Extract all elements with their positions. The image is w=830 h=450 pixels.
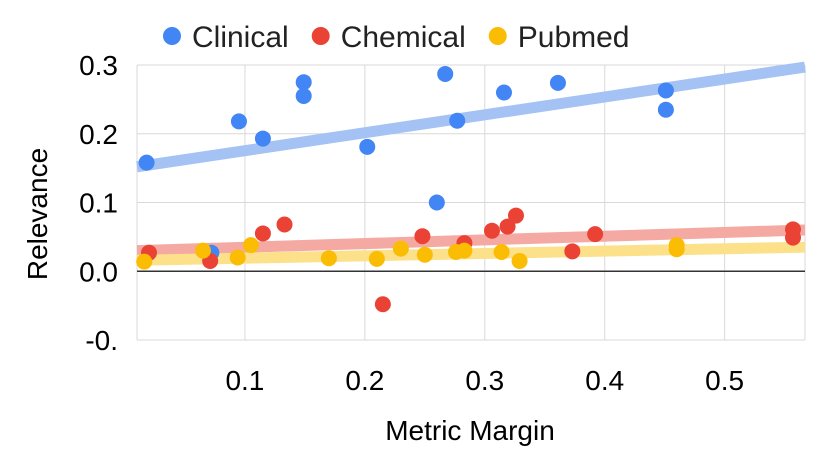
- grid: [136, 64, 806, 341]
- y-axis-title: Relevance: [22, 148, 53, 280]
- point-pubmed: [456, 242, 473, 259]
- point-clinical: [254, 130, 271, 147]
- point-pubmed: [229, 249, 246, 266]
- point-pubmed: [668, 241, 685, 258]
- point-pubmed: [242, 237, 259, 254]
- x-tick-label: 0.4: [585, 365, 624, 396]
- point-clinical: [657, 82, 674, 99]
- y-tick-label: 0.2: [79, 119, 118, 150]
- point-chemical: [785, 229, 802, 246]
- point-chemical: [414, 228, 431, 245]
- y-tick-label: 0.3: [79, 50, 118, 81]
- legend: Clinical Chemical Pubmed: [163, 21, 630, 54]
- point-clinical: [138, 154, 155, 171]
- legend-label-clinical: Clinical: [192, 21, 289, 54]
- point-clinical: [657, 101, 674, 118]
- point-chemical: [276, 216, 293, 233]
- point-pubmed: [320, 250, 337, 267]
- x-tick-label: 0.3: [465, 365, 504, 396]
- point-clinical: [495, 84, 512, 101]
- point-pubmed: [511, 252, 528, 269]
- legend-label-pubmed: Pubmed: [518, 21, 630, 54]
- point-clinical: [437, 65, 454, 82]
- point-pubmed: [392, 240, 409, 257]
- point-chemical: [374, 296, 391, 313]
- point-chemical: [483, 222, 500, 239]
- x-tick-label: 0.2: [345, 365, 384, 396]
- point-pubmed: [194, 242, 211, 259]
- point-chemical: [587, 226, 604, 243]
- point-clinical: [449, 112, 466, 129]
- y-tick-label: 0.0: [79, 256, 118, 287]
- trendlines: [136, 61, 806, 266]
- point-pubmed: [416, 246, 433, 263]
- y-tick-label: -0.: [85, 325, 118, 356]
- point-pubmed: [368, 250, 385, 267]
- legend-marker-clinical: [163, 27, 181, 45]
- point-chemical: [254, 225, 271, 242]
- x-tick-label: 0.5: [705, 365, 744, 396]
- point-clinical: [295, 87, 312, 104]
- data-points: [136, 65, 802, 313]
- point-clinical: [359, 138, 376, 155]
- point-pubmed: [493, 244, 510, 260]
- legend-marker-chemical: [311, 27, 330, 45]
- point-clinical: [295, 74, 312, 91]
- point-clinical: [230, 113, 247, 130]
- point-chemical: [507, 207, 524, 224]
- legend-marker-pubmed: [488, 27, 507, 45]
- point-chemical: [564, 243, 581, 260]
- legend-label-chemical: Chemical: [341, 21, 466, 54]
- point-clinical: [428, 194, 445, 211]
- point-pubmed: [136, 253, 153, 270]
- y-tick-label: 0.1: [79, 188, 118, 219]
- trendline-clinical: [136, 61, 806, 173]
- x-axis-title: Metric Margin: [385, 415, 555, 446]
- axes: 0.3 0.2 0.1 0.0 -0. 0.1 0.2 0.3 0.4 0.5: [79, 50, 805, 396]
- point-clinical: [549, 74, 566, 91]
- point-chemical: [499, 218, 516, 235]
- x-tick-label: 0.1: [225, 365, 264, 396]
